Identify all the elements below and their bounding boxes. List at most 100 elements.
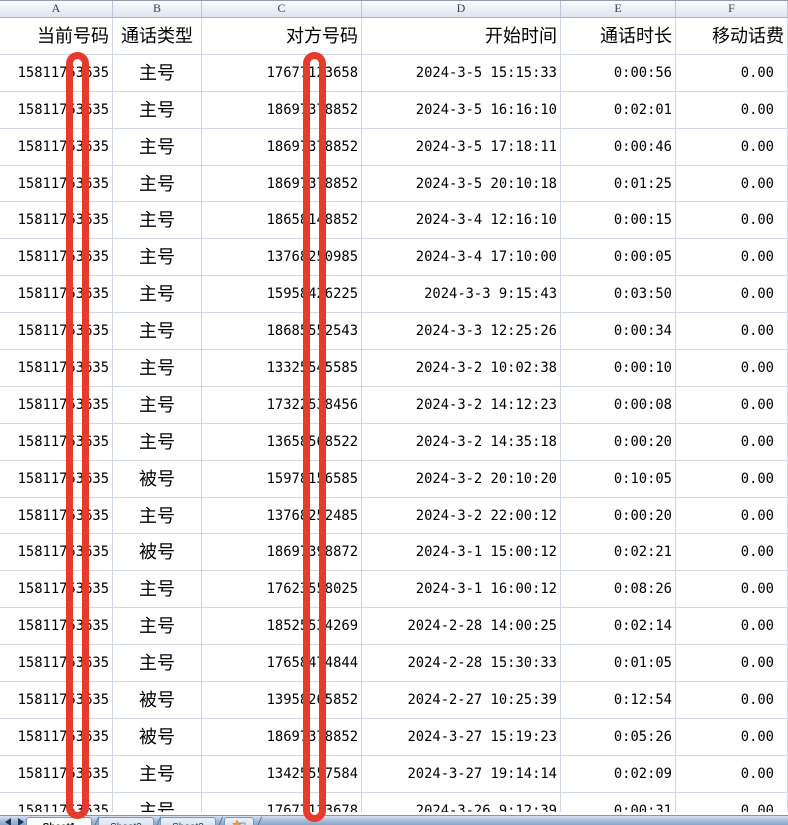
cell-call-type[interactable]: 主号 bbox=[113, 608, 202, 646]
cell-current-number[interactable]: 15811753635 bbox=[0, 386, 113, 424]
cell-current-number[interactable]: 15811753635 bbox=[0, 165, 113, 203]
cell-duration[interactable]: 0:00:31 bbox=[561, 792, 676, 812]
cell-call-type[interactable]: 主号 bbox=[113, 571, 202, 609]
cell-duration[interactable]: 0:00:20 bbox=[561, 497, 676, 535]
cell-peer-number[interactable]: 13425557584 bbox=[202, 755, 362, 793]
tab-scroll-buttons[interactable] bbox=[5, 818, 24, 825]
cell-peer-number[interactable]: 18697398872 bbox=[202, 534, 362, 572]
cell-current-number[interactable]: 15811753635 bbox=[0, 608, 113, 646]
cell-mobile-fee[interactable]: 0.00 bbox=[676, 313, 788, 351]
cell-call-type[interactable]: 被号 bbox=[113, 682, 202, 719]
cell-duration[interactable]: 0:00:08 bbox=[561, 386, 676, 424]
cell-start-time[interactable]: 2024-3-5 17:18:11 bbox=[362, 128, 561, 166]
header-cell-peer-number[interactable]: 对方号码 bbox=[202, 18, 362, 55]
cell-peer-number[interactable]: 13958265852 bbox=[202, 682, 362, 719]
cell-duration[interactable]: 0:01:05 bbox=[561, 645, 676, 683]
cell-mobile-fee[interactable]: 0.00 bbox=[676, 386, 788, 424]
cell-call-type[interactable]: 主号 bbox=[113, 313, 202, 351]
cell-current-number[interactable]: 15811753635 bbox=[0, 755, 113, 793]
cell-duration[interactable]: 0:00:46 bbox=[561, 128, 676, 166]
cell-duration[interactable]: 0:02:21 bbox=[561, 534, 676, 572]
cell-call-type[interactable]: 主号 bbox=[113, 276, 202, 314]
cell-start-time[interactable]: 2024-3-5 16:16:10 bbox=[362, 91, 561, 129]
cell-mobile-fee[interactable]: 0.00 bbox=[676, 460, 788, 498]
cell-start-time[interactable]: 2024-3-2 10:02:38 bbox=[362, 350, 561, 387]
cell-current-number[interactable]: 15811753635 bbox=[0, 423, 113, 461]
cell-start-time[interactable]: 2024-3-4 17:10:00 bbox=[362, 239, 561, 277]
cell-peer-number[interactable]: 18697378852 bbox=[202, 128, 362, 166]
column-header-E[interactable]: E bbox=[561, 1, 676, 17]
cell-duration[interactable]: 0:00:20 bbox=[561, 423, 676, 461]
cell-duration[interactable]: 0:08:26 bbox=[561, 571, 676, 609]
cell-peer-number[interactable]: 17623558025 bbox=[202, 571, 362, 609]
cell-start-time[interactable]: 2024-3-2 22:00:12 bbox=[362, 497, 561, 535]
cell-call-type[interactable]: 主号 bbox=[113, 350, 202, 387]
cell-mobile-fee[interactable]: 0.00 bbox=[676, 276, 788, 314]
cell-current-number[interactable]: 15811753635 bbox=[0, 571, 113, 609]
column-header-B[interactable]: B bbox=[113, 1, 202, 17]
cell-mobile-fee[interactable]: 0.00 bbox=[676, 682, 788, 719]
cell-current-number[interactable]: 15811753635 bbox=[0, 497, 113, 535]
cell-mobile-fee[interactable]: 0.00 bbox=[676, 54, 788, 92]
cell-mobile-fee[interactable]: 0.00 bbox=[676, 165, 788, 203]
cell-peer-number[interactable]: 17322538456 bbox=[202, 386, 362, 424]
cell-current-number[interactable]: 15811753635 bbox=[0, 460, 113, 498]
cell-current-number[interactable]: 15811753635 bbox=[0, 313, 113, 351]
cell-peer-number[interactable]: 13768252485 bbox=[202, 497, 362, 535]
cell-current-number[interactable]: 15811753635 bbox=[0, 128, 113, 166]
cell-call-type[interactable]: 主号 bbox=[113, 423, 202, 461]
cell-start-time[interactable]: 2024-3-5 20:10:18 bbox=[362, 165, 561, 203]
cell-mobile-fee[interactable]: 0.00 bbox=[676, 350, 788, 387]
cell-mobile-fee[interactable]: 0.00 bbox=[676, 128, 788, 166]
cell-start-time[interactable]: 2024-3-4 12:16:10 bbox=[362, 202, 561, 240]
cell-call-type[interactable]: 主号 bbox=[113, 54, 202, 92]
cell-peer-number[interactable]: 13768250985 bbox=[202, 239, 362, 277]
column-header-A[interactable]: A bbox=[0, 1, 113, 17]
cell-peer-number[interactable]: 15958426225 bbox=[202, 276, 362, 314]
cell-start-time[interactable]: 2024-3-27 19:14:14 bbox=[362, 755, 561, 793]
cell-mobile-fee[interactable]: 0.00 bbox=[676, 718, 788, 756]
cell-current-number[interactable]: 15811753635 bbox=[0, 534, 113, 572]
cell-peer-number[interactable]: 18697378852 bbox=[202, 91, 362, 129]
cell-mobile-fee[interactable]: 0.00 bbox=[676, 755, 788, 793]
cell-mobile-fee[interactable]: 0.00 bbox=[676, 534, 788, 572]
cell-start-time[interactable]: 2024-2-27 10:25:39 bbox=[362, 682, 561, 719]
cell-mobile-fee[interactable]: 0.00 bbox=[676, 608, 788, 646]
cell-duration[interactable]: 0:02:01 bbox=[561, 91, 676, 129]
header-cell-current-number[interactable]: 当前号码 bbox=[0, 18, 113, 55]
sheet-tab-sheet3[interactable]: Sheet3 bbox=[160, 817, 216, 825]
cell-call-type[interactable]: 主号 bbox=[113, 645, 202, 683]
cell-call-type[interactable]: 主号 bbox=[113, 386, 202, 424]
cell-current-number[interactable]: 15811753635 bbox=[0, 54, 113, 92]
cell-start-time[interactable]: 2024-2-28 14:00:25 bbox=[362, 608, 561, 646]
cell-duration[interactable]: 0:00:34 bbox=[561, 313, 676, 351]
cell-duration[interactable]: 0:03:50 bbox=[561, 276, 676, 314]
cell-current-number[interactable]: 15811753635 bbox=[0, 239, 113, 277]
cell-peer-number[interactable]: 17677123658 bbox=[202, 54, 362, 92]
cell-duration[interactable]: 0:00:05 bbox=[561, 239, 676, 277]
sheet-tab-sheet1[interactable]: Sheet1 bbox=[26, 817, 92, 825]
cell-duration[interactable]: 0:12:54 bbox=[561, 682, 676, 719]
cell-start-time[interactable]: 2024-3-1 16:00:12 bbox=[362, 571, 561, 609]
cell-peer-number[interactable]: 18525534269 bbox=[202, 608, 362, 646]
cell-mobile-fee[interactable]: 0.00 bbox=[676, 423, 788, 461]
cell-mobile-fee[interactable]: 0.00 bbox=[676, 792, 788, 812]
tab-scroll-left-icon[interactable] bbox=[5, 818, 11, 825]
cell-start-time[interactable]: 2024-3-3 9:15:43 bbox=[362, 276, 561, 314]
cell-duration[interactable]: 0:02:09 bbox=[561, 755, 676, 793]
cell-mobile-fee[interactable]: 0.00 bbox=[676, 497, 788, 535]
header-cell-call-type[interactable]: 通话类型 bbox=[113, 18, 202, 55]
cell-peer-number[interactable]: 18697378852 bbox=[202, 165, 362, 203]
cell-call-type[interactable]: 主号 bbox=[113, 165, 202, 203]
cell-duration[interactable]: 0:05:26 bbox=[561, 718, 676, 756]
cell-duration[interactable]: 0:00:15 bbox=[561, 202, 676, 240]
cell-start-time[interactable]: 2024-3-2 14:35:18 bbox=[362, 423, 561, 461]
cell-call-type[interactable]: 被号 bbox=[113, 460, 202, 498]
cell-call-type[interactable]: 主号 bbox=[113, 792, 202, 812]
cell-peer-number[interactable]: 15978156585 bbox=[202, 460, 362, 498]
cell-peer-number[interactable]: 18685552543 bbox=[202, 313, 362, 351]
cell-call-type[interactable]: 主号 bbox=[113, 239, 202, 277]
cell-call-type[interactable]: 主号 bbox=[113, 128, 202, 166]
column-header-D[interactable]: D bbox=[362, 1, 561, 17]
sheet-tab-sheet2[interactable]: Sheet2 bbox=[98, 817, 154, 825]
